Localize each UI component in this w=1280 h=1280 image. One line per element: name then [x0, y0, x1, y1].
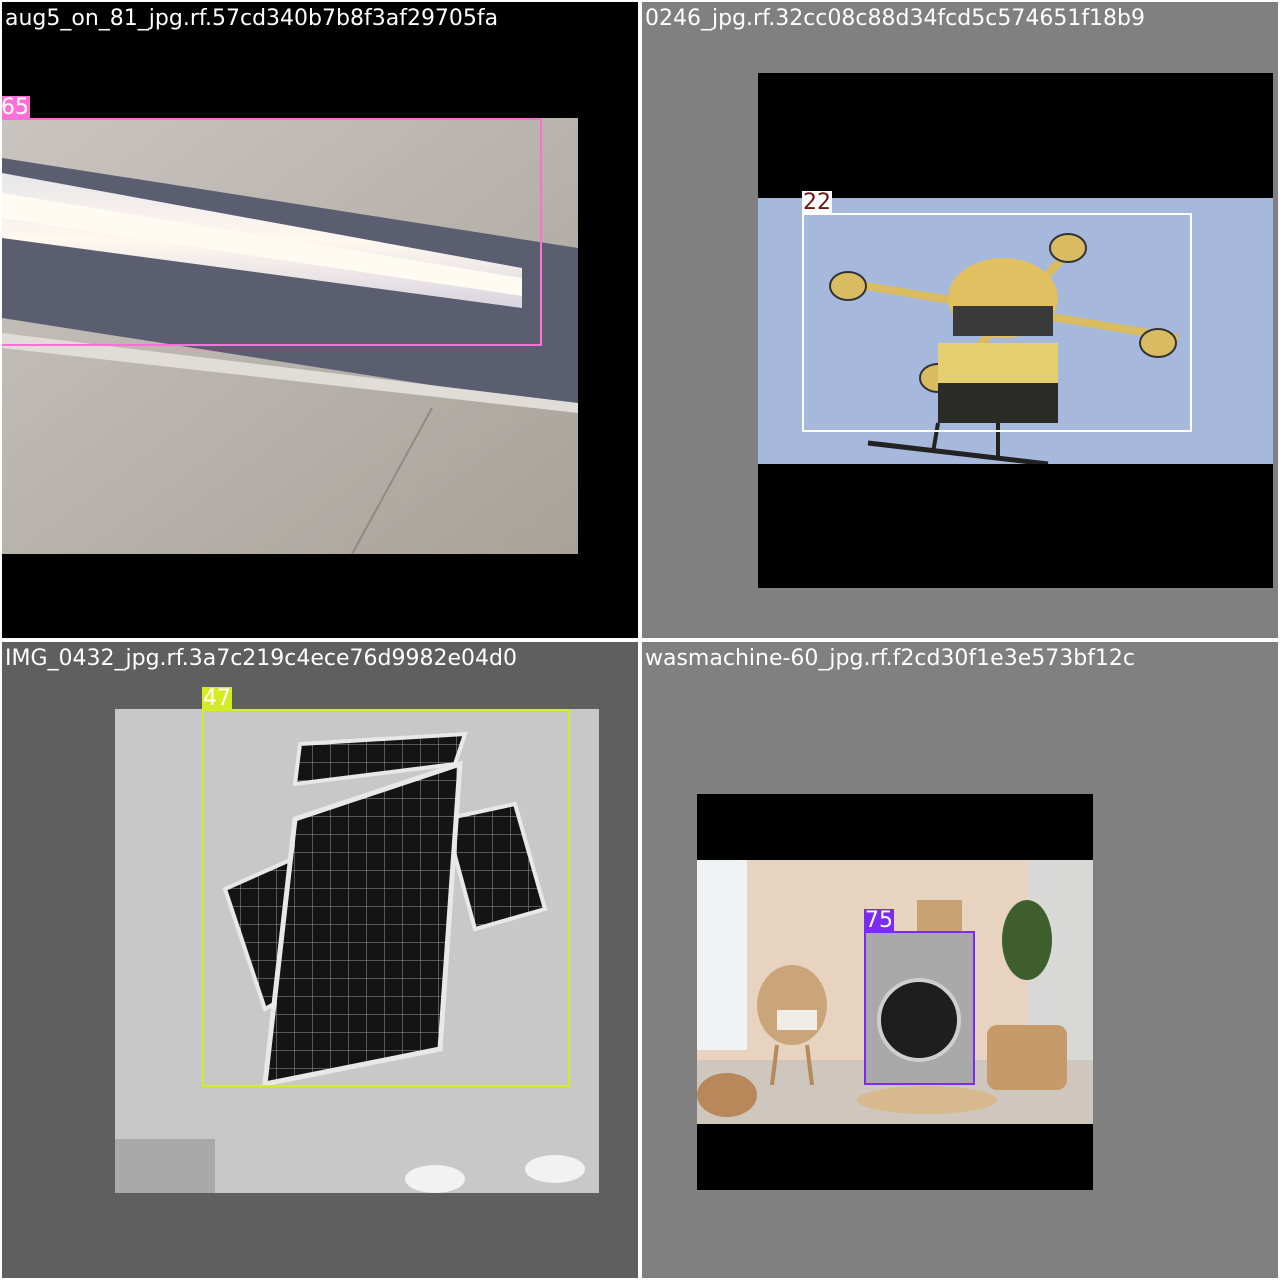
mosaic-tile-2: 22 0246_jpg.rf.32cc08c88d34fcd5c574651f1… [642, 2, 1278, 638]
image-filename-4: wasmachine-60_jpg.rf.f2cd30f1e3e573bf12c [645, 646, 1136, 671]
image-filename-2: 0246_jpg.rf.32cc08c88d34fcd5c574651f18b9 [645, 6, 1146, 31]
class-label-2: 22 [802, 190, 832, 215]
mosaic-tile-3: 47 IMG_0432_jpg.rf.3a7c219c4ece76d9982e0… [2, 642, 638, 1278]
bounding-box-2 [802, 213, 1192, 432]
image-filename-3: IMG_0432_jpg.rf.3a7c219c4ece76d9982e04d0 [5, 646, 517, 671]
bounding-box-3 [202, 709, 570, 1087]
mosaic-tile-4: 75 wasmachine-60_jpg.rf.f2cd30f1e3e573bf… [642, 642, 1278, 1278]
image-filename-1: aug5_on_81_jpg.rf.57cd340b7b8f3af29705fa [5, 6, 499, 31]
class-label-3: 47 [202, 686, 232, 711]
mosaic-tile-1: 65 aug5_on_81_jpg.rf.57cd340b7b8f3af2970… [2, 2, 638, 638]
bounding-box-1 [2, 118, 542, 346]
drone-image [758, 198, 1273, 464]
washing-machine-image [697, 860, 1093, 1124]
bounding-box-4 [864, 931, 975, 1085]
class-label-4: 75 [864, 908, 894, 933]
class-label-1: 65 [2, 95, 30, 120]
solar-panels-image [115, 709, 599, 1193]
